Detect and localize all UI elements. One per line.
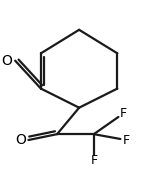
Text: O: O: [2, 54, 12, 68]
Text: O: O: [15, 133, 26, 147]
Text: F: F: [120, 107, 127, 120]
Text: F: F: [123, 134, 130, 147]
Text: F: F: [90, 154, 97, 167]
